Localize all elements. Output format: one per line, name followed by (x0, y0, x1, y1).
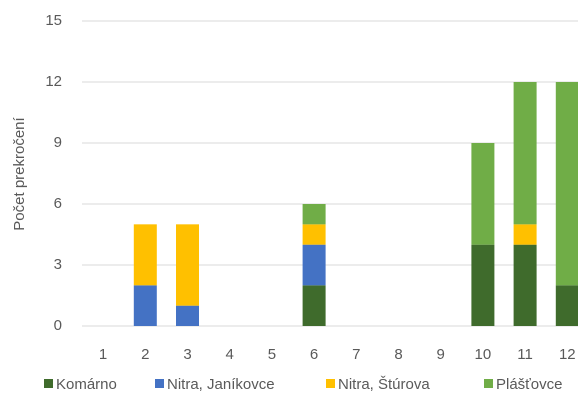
y-tick-label: 6 (54, 195, 62, 212)
legend-swatch (326, 379, 335, 388)
bar-segment (302, 204, 326, 225)
x-tick-label: 6 (310, 346, 318, 363)
x-tick-label: 7 (352, 346, 360, 363)
bar-segment (513, 82, 537, 225)
x-tick-label: 9 (437, 346, 445, 363)
bar-segment (555, 285, 578, 326)
y-tick-label: 15 (45, 12, 62, 29)
x-tick-label: 8 (394, 346, 402, 363)
bar-segment (513, 244, 537, 326)
y-tick-label: 0 (54, 317, 62, 334)
x-tick-label: 1 (99, 346, 107, 363)
legend-swatch (44, 379, 53, 388)
legend-swatch (484, 379, 493, 388)
x-tick-label: 4 (226, 346, 234, 363)
bar-segment (176, 305, 199, 326)
y-axis-label: Počet prekročení (11, 116, 28, 230)
bar-segment (176, 224, 199, 306)
legend-label: Komárno (56, 376, 117, 393)
bar-segment (471, 143, 495, 245)
x-tick-label: 10 (475, 346, 492, 363)
x-tick-label: 2 (141, 346, 149, 363)
legend-label: Plášťovce (496, 376, 563, 393)
x-tick-label: 3 (183, 346, 191, 363)
bar-segment (133, 285, 157, 326)
bar-segment (302, 244, 326, 286)
legend-label: Nitra, Janíkovce (167, 376, 275, 393)
legend-swatch (155, 379, 164, 388)
x-tick-label: 5 (268, 346, 276, 363)
bar-segment (555, 82, 578, 286)
bar-segment (513, 224, 537, 245)
bar-segment (302, 285, 326, 326)
x-tick-label: 11 (517, 346, 533, 363)
x-tick-label: 12 (559, 346, 576, 363)
y-tick-label: 3 (54, 256, 62, 273)
bar-segment (471, 244, 495, 326)
y-tick-label: 9 (54, 134, 62, 151)
bar-segment (133, 224, 157, 286)
bar-segment (302, 224, 326, 245)
y-tick-label: 12 (45, 73, 62, 90)
legend-label: Nitra, Štúrova (338, 376, 430, 393)
